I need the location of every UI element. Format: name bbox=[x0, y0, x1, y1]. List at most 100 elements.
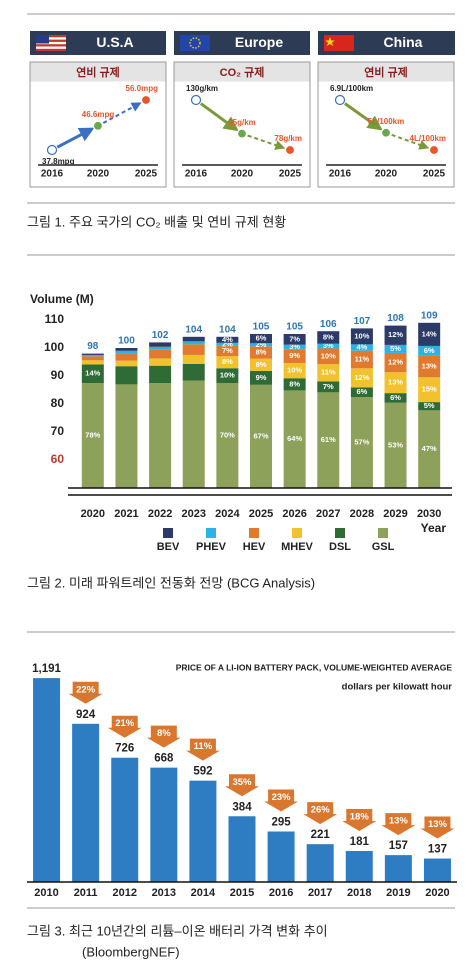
region-name: China bbox=[384, 34, 423, 50]
decline-arrow bbox=[264, 789, 299, 812]
segment-label: 8% bbox=[256, 360, 267, 369]
segment-label: 53% bbox=[388, 440, 403, 449]
total-label: 105 bbox=[253, 322, 270, 333]
bar-segment bbox=[250, 358, 272, 371]
bar-segment bbox=[216, 342, 239, 346]
bar-segment bbox=[384, 372, 407, 394]
legend-swatch bbox=[249, 528, 259, 538]
value-label: 46.6mpg bbox=[82, 110, 115, 119]
x-tick-label: 2012 bbox=[112, 887, 136, 899]
segment-label: 9% bbox=[289, 351, 300, 360]
x-tick-label: 2017 bbox=[308, 887, 332, 899]
x-tick-label: 2019 bbox=[386, 887, 410, 899]
bar bbox=[72, 723, 100, 882]
segment-label: 6% bbox=[256, 334, 267, 343]
bar-segment bbox=[149, 383, 172, 488]
bar-segment bbox=[250, 370, 272, 385]
segment-label: 14% bbox=[85, 369, 100, 378]
decline-label: 26% bbox=[311, 805, 331, 816]
bar-segment bbox=[418, 402, 441, 411]
bar-segment bbox=[115, 350, 138, 354]
bar-segment bbox=[283, 362, 306, 379]
y-tick-label: 90 bbox=[51, 368, 65, 382]
x-tick-label: 2011 bbox=[74, 887, 98, 899]
bar-segment bbox=[283, 349, 306, 363]
bar-segment bbox=[384, 344, 407, 353]
legend-label: DSL bbox=[329, 541, 351, 553]
x-tick-label: 2030 bbox=[417, 508, 441, 520]
bar-segment bbox=[149, 358, 172, 366]
segment-label: 8% bbox=[256, 347, 267, 356]
value-label: 726 bbox=[115, 743, 134, 755]
segment-label: 12% bbox=[354, 373, 369, 382]
bar-segment bbox=[250, 346, 272, 359]
legend-swatch bbox=[206, 528, 216, 538]
decline-label: 18% bbox=[350, 812, 370, 823]
segment-label: 10% bbox=[287, 366, 302, 375]
decline-arrow bbox=[381, 813, 416, 836]
x-tick-label: 2015 bbox=[230, 887, 254, 899]
segment-label: 70% bbox=[220, 431, 235, 440]
segment-label: 3% bbox=[323, 341, 334, 350]
caption: 그림 3. 최근 10년간의 리튬–이온 배터리 가격 변화 추이 bbox=[27, 923, 328, 938]
arrow bbox=[56, 127, 95, 149]
bar-segment bbox=[317, 348, 340, 365]
bar-segment bbox=[384, 325, 407, 345]
bar-segment bbox=[81, 354, 104, 357]
segment-label: 10% bbox=[321, 351, 336, 360]
bar-segment bbox=[418, 410, 441, 488]
legend-swatch bbox=[378, 528, 388, 538]
bar-segment bbox=[81, 360, 104, 365]
bar-segment bbox=[283, 390, 306, 488]
legend-label: HEV bbox=[243, 541, 266, 553]
bar bbox=[423, 858, 451, 882]
point bbox=[380, 127, 392, 138]
year-label: 2025 bbox=[279, 169, 302, 180]
segment-label: 8% bbox=[222, 357, 233, 366]
value-label: 6.9L/100km bbox=[330, 84, 373, 93]
point bbox=[190, 94, 202, 106]
y-tick-label: 100 bbox=[44, 340, 64, 354]
segment-label: 5% bbox=[424, 401, 435, 410]
x-tick-label: 2022 bbox=[148, 508, 172, 520]
bar-segment bbox=[317, 392, 340, 488]
caption: 그림 2. 미래 파워트레인 전동화 전망 (BCG Analysis) bbox=[27, 575, 315, 590]
panel bbox=[317, 61, 455, 188]
arrow bbox=[391, 133, 430, 150]
bar-segment bbox=[115, 353, 138, 361]
value-label: 924 bbox=[76, 709, 96, 721]
chart-title: PRICE OF A LI-ION BATTERY PACK, VOLUME-W… bbox=[176, 662, 453, 672]
year-label: 2025 bbox=[423, 169, 446, 180]
segment-label: 7% bbox=[323, 382, 334, 391]
bar-segment bbox=[384, 393, 407, 403]
value-label: 295 bbox=[271, 817, 291, 829]
bar bbox=[150, 767, 178, 882]
segment-label: 12% bbox=[388, 330, 403, 339]
x-tick-label: 2020 bbox=[81, 508, 105, 520]
total-label: 100 bbox=[118, 336, 135, 347]
bar-segment bbox=[81, 353, 104, 355]
segment-label: 15% bbox=[422, 385, 437, 394]
bar-segment bbox=[418, 355, 441, 378]
bar-segment bbox=[250, 334, 272, 344]
segment-label: 67% bbox=[253, 431, 268, 440]
year-label: 2016 bbox=[41, 169, 64, 180]
x-tick-label: 2025 bbox=[249, 508, 273, 520]
bar bbox=[384, 855, 412, 882]
panel-header bbox=[30, 62, 166, 82]
panel-header bbox=[318, 62, 454, 82]
bar-segment bbox=[350, 397, 373, 488]
segment-label: 10% bbox=[220, 371, 235, 380]
segment-label: 9% bbox=[256, 373, 267, 382]
bar-segment bbox=[182, 364, 205, 381]
segment-label: 6% bbox=[390, 393, 401, 402]
x-tick-label: 2026 bbox=[282, 508, 306, 520]
segment-label: 11% bbox=[355, 355, 370, 364]
x-tick-label: 2027 bbox=[316, 508, 340, 520]
x-tick-label: 2028 bbox=[350, 508, 374, 520]
bar-segment bbox=[182, 354, 205, 365]
year-label: 2016 bbox=[329, 169, 352, 180]
bar-segment bbox=[149, 365, 172, 384]
caption: 그림 1. 주요 국가의 CO₂ 배출 및 연비 규제 현황 bbox=[27, 214, 286, 229]
bar bbox=[345, 851, 373, 882]
